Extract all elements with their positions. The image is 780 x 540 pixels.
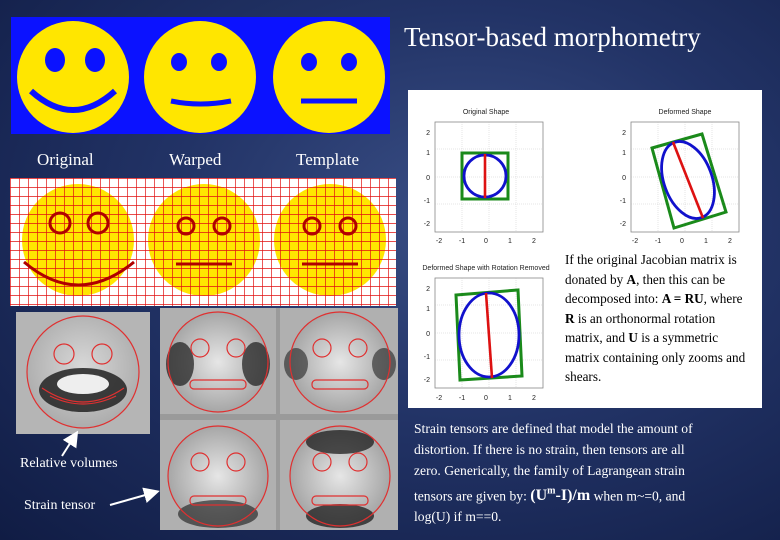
arrow-relative-volumes — [61, 430, 79, 457]
svg-text:2: 2 — [728, 238, 732, 245]
svg-text:-2: -2 — [632, 238, 638, 245]
svg-text:-2: -2 — [436, 238, 442, 245]
strain-formula: (Um-I)/m — [530, 486, 591, 505]
svg-text:0: 0 — [622, 175, 626, 182]
svg-text:0: 0 — [426, 331, 430, 338]
label-strain-tensor: Strain tensor — [24, 498, 96, 513]
smiley-original — [17, 21, 129, 133]
svg-text:-2: -2 — [424, 221, 430, 228]
jacobian-description: If the original Jacobian matrix is donat… — [565, 252, 746, 384]
grid-faces-image — [10, 178, 396, 306]
jacobian-panel: Original Shape 2 1 0 -1 -2 -2 -1 0 1 2 — [408, 90, 762, 408]
svg-text:0: 0 — [484, 238, 488, 245]
svg-text:1: 1 — [622, 150, 626, 157]
label-warped: Warped — [169, 150, 222, 169]
label-template: Template — [296, 150, 360, 169]
svg-text:-1: -1 — [459, 238, 465, 245]
svg-text:1: 1 — [426, 150, 430, 157]
plot-deformed-shape: Deformed Shape 2 1 0 -1 -2 -2 -1 0 1 2 — [620, 109, 740, 245]
svg-text:2: 2 — [532, 395, 536, 402]
svg-text:1: 1 — [426, 306, 430, 313]
slide-title: Tensor-based morphometry — [404, 22, 701, 52]
relative-volumes-image — [16, 312, 150, 434]
svg-text:-1: -1 — [424, 198, 430, 205]
smiley-template — [273, 21, 385, 133]
svg-text:2: 2 — [622, 130, 626, 137]
svg-text:-1: -1 — [424, 354, 430, 361]
strain-map-3 — [160, 420, 276, 530]
label-relative-volumes: Relative volumes — [20, 456, 118, 471]
plot-rotation-removed: Deformed Shape with Rotation Removed 2 1… — [422, 265, 549, 402]
svg-text:-1: -1 — [620, 198, 626, 205]
shape-plots: Original Shape 2 1 0 -1 -2 -2 -1 0 1 2 — [422, 109, 740, 402]
smiley-faces-image — [11, 17, 390, 134]
strain-map-2 — [280, 308, 398, 414]
strain-description: Strain tensors are defined that model th… — [414, 421, 693, 525]
svg-text:2: 2 — [426, 130, 430, 137]
svg-text:-1: -1 — [459, 395, 465, 402]
svg-text:-2: -2 — [424, 377, 430, 384]
strain-tensor-image — [160, 308, 398, 530]
svg-text:1: 1 — [704, 238, 708, 245]
svg-text:2: 2 — [532, 238, 536, 245]
plot-original-shape: Original Shape 2 1 0 -1 -2 -2 -1 0 1 2 — [424, 109, 544, 245]
smiley-warped — [144, 21, 256, 133]
svg-text:0: 0 — [426, 175, 430, 182]
svg-text:-2: -2 — [620, 221, 626, 228]
plot-title-deformed: Deformed Shape — [659, 109, 712, 116]
svg-text:1: 1 — [508, 395, 512, 402]
svg-text:-2: -2 — [436, 395, 442, 402]
arrow-strain-tensor — [109, 487, 160, 506]
plot-title-original: Original Shape — [463, 109, 509, 116]
svg-text:0: 0 — [484, 395, 488, 402]
strain-map-4 — [280, 420, 398, 530]
svg-text:-1: -1 — [655, 238, 661, 245]
svg-text:0: 0 — [680, 238, 684, 245]
label-original: Original — [37, 150, 94, 169]
strain-map-1 — [160, 308, 276, 414]
plot-title-rotation-removed: Deformed Shape with Rotation Removed — [422, 265, 549, 272]
svg-text:2: 2 — [426, 286, 430, 293]
svg-text:1: 1 — [508, 238, 512, 245]
